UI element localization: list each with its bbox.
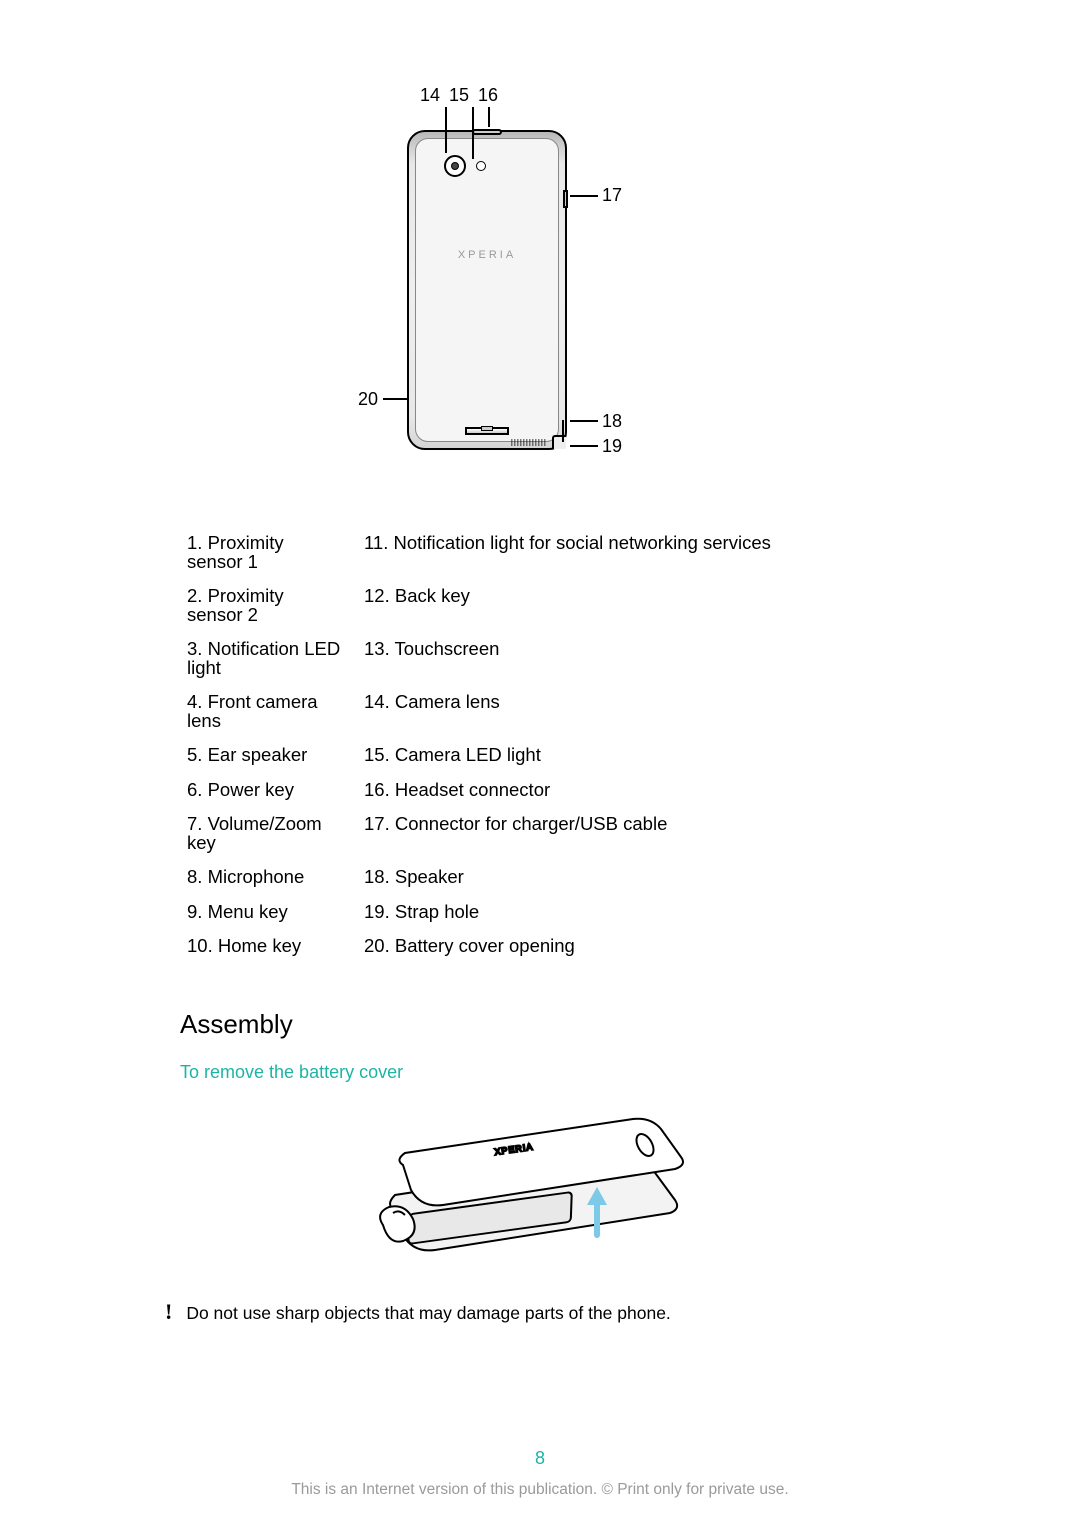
part-text: Speaker xyxy=(395,866,464,887)
page: XPERIA 14 15 16 17 18 19 20 1. Proximity xyxy=(0,0,1080,1527)
part-num: 9. xyxy=(187,903,202,922)
phone-diagram: XPERIA 14 15 16 17 18 19 20 xyxy=(0,85,1080,485)
headset-connector-icon xyxy=(472,129,502,135)
part-text: Touchscreen xyxy=(395,638,500,659)
part-num: 16. xyxy=(364,781,390,800)
brand-label: XPERIA xyxy=(416,249,558,261)
part-text: Volume/Zoom key xyxy=(187,813,322,853)
warning-icon: ! xyxy=(165,1301,172,1323)
part-text: Camera LED light xyxy=(395,744,541,765)
leader-line xyxy=(472,107,474,159)
part-text: Headset connector xyxy=(395,779,550,800)
leader-line xyxy=(570,445,598,447)
part-num: 15. xyxy=(364,746,390,765)
leader-line xyxy=(562,420,564,442)
part-num: 18. xyxy=(364,868,390,887)
callout-19: 19 xyxy=(602,436,622,457)
leader-line xyxy=(488,107,490,127)
part-num: 6. xyxy=(187,781,202,800)
part-num: 5. xyxy=(187,746,202,765)
led-icon xyxy=(476,161,486,171)
part-text: Home key xyxy=(218,935,301,956)
leader-line xyxy=(383,398,407,400)
part-num: 20. xyxy=(364,937,390,956)
callout-16: 16 xyxy=(478,85,498,106)
callout-20: 20 xyxy=(358,389,378,410)
camera-lens-icon xyxy=(444,155,466,177)
page-number: 8 xyxy=(0,1448,1080,1469)
callout-15: 15 xyxy=(449,85,469,106)
part-text: Battery cover opening xyxy=(395,935,575,956)
part-text: Ear speaker xyxy=(208,744,308,765)
part-text: Connector for charger/USB cable xyxy=(395,813,668,834)
speaker-icon xyxy=(511,439,547,446)
part-text: Back key xyxy=(395,585,470,606)
phone-inner: XPERIA xyxy=(415,138,559,442)
part-num: 12. xyxy=(364,587,390,606)
warning-row: ! Do not use sharp objects that may dama… xyxy=(165,1301,1080,1324)
battery-cover-illustration: XPERIA xyxy=(375,1105,705,1275)
part-text: Microphone xyxy=(208,866,305,887)
part-text: Power key xyxy=(208,779,294,800)
part-text: Front camera lens xyxy=(187,691,318,731)
part-text: Camera lens xyxy=(395,691,500,712)
warning-text: Do not use sharp objects that may damage… xyxy=(186,1301,670,1324)
leader-line xyxy=(445,107,447,153)
part-num: 19. xyxy=(364,903,390,922)
phone-body: XPERIA xyxy=(407,130,567,450)
leader-line xyxy=(570,420,598,422)
part-num: 11. xyxy=(364,534,388,553)
part-num: 17. xyxy=(364,815,390,834)
footer-text: This is an Internet version of this publ… xyxy=(0,1481,1080,1499)
parts-list-table: 1. Proximity sensor 1 11. Notification l… xyxy=(185,525,773,965)
part-text: Proximity sensor 2 xyxy=(187,585,284,625)
usb-port-icon xyxy=(563,190,568,208)
section-heading: Assembly xyxy=(180,1009,1080,1040)
leader-line xyxy=(570,195,598,197)
strap-hole-icon xyxy=(552,435,566,449)
part-num: 13. xyxy=(364,640,390,659)
part-text: Notification light for social networking… xyxy=(394,532,771,553)
callout-14: 14 xyxy=(420,85,440,106)
sub-heading: To remove the battery cover xyxy=(180,1062,1080,1083)
part-text: Menu key xyxy=(208,901,288,922)
part-text: Strap hole xyxy=(395,901,479,922)
bottom-slot-icon xyxy=(465,427,509,435)
callout-17: 17 xyxy=(602,185,622,206)
part-text: Notification LED light xyxy=(187,638,340,678)
part-num: 14. xyxy=(364,693,390,712)
callout-18: 18 xyxy=(602,411,622,432)
part-text: Proximity sensor 1 xyxy=(187,532,284,572)
part-num: 8. xyxy=(187,868,202,887)
part-num: 10. xyxy=(187,937,213,956)
